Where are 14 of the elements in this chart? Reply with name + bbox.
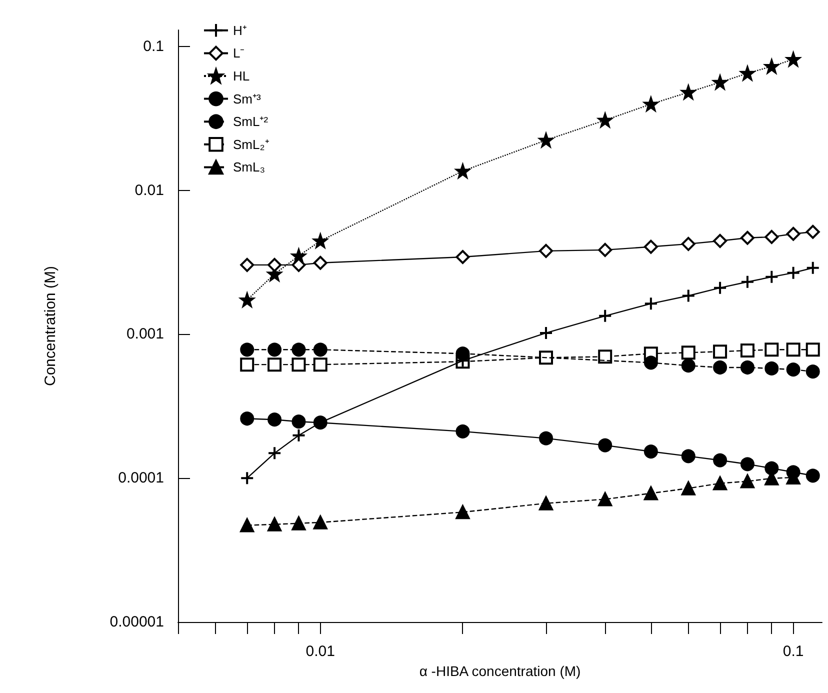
- y-tick-label: 0.1: [143, 38, 164, 55]
- legend-label: H⁺: [233, 22, 246, 38]
- y-tick-label: 0.0001: [118, 470, 164, 487]
- legend-label: SmL₃: [233, 160, 266, 175]
- y-tick-label: 0.01: [134, 182, 164, 199]
- y-tick-label: 0.001: [126, 326, 164, 343]
- x-axis-title: α -HIBA concentration (M): [419, 662, 581, 679]
- legend-label: HL: [233, 68, 250, 84]
- legend-label: SmL₂⁺: [233, 136, 269, 152]
- y-axis-title: Concentration (M): [42, 266, 59, 386]
- legend-label: SmL⁺²: [233, 114, 269, 130]
- y-tick-label: 0.00001: [110, 614, 164, 630]
- legend-label: L⁻: [233, 46, 244, 61]
- legend-label: Sm⁺³: [233, 91, 262, 106]
